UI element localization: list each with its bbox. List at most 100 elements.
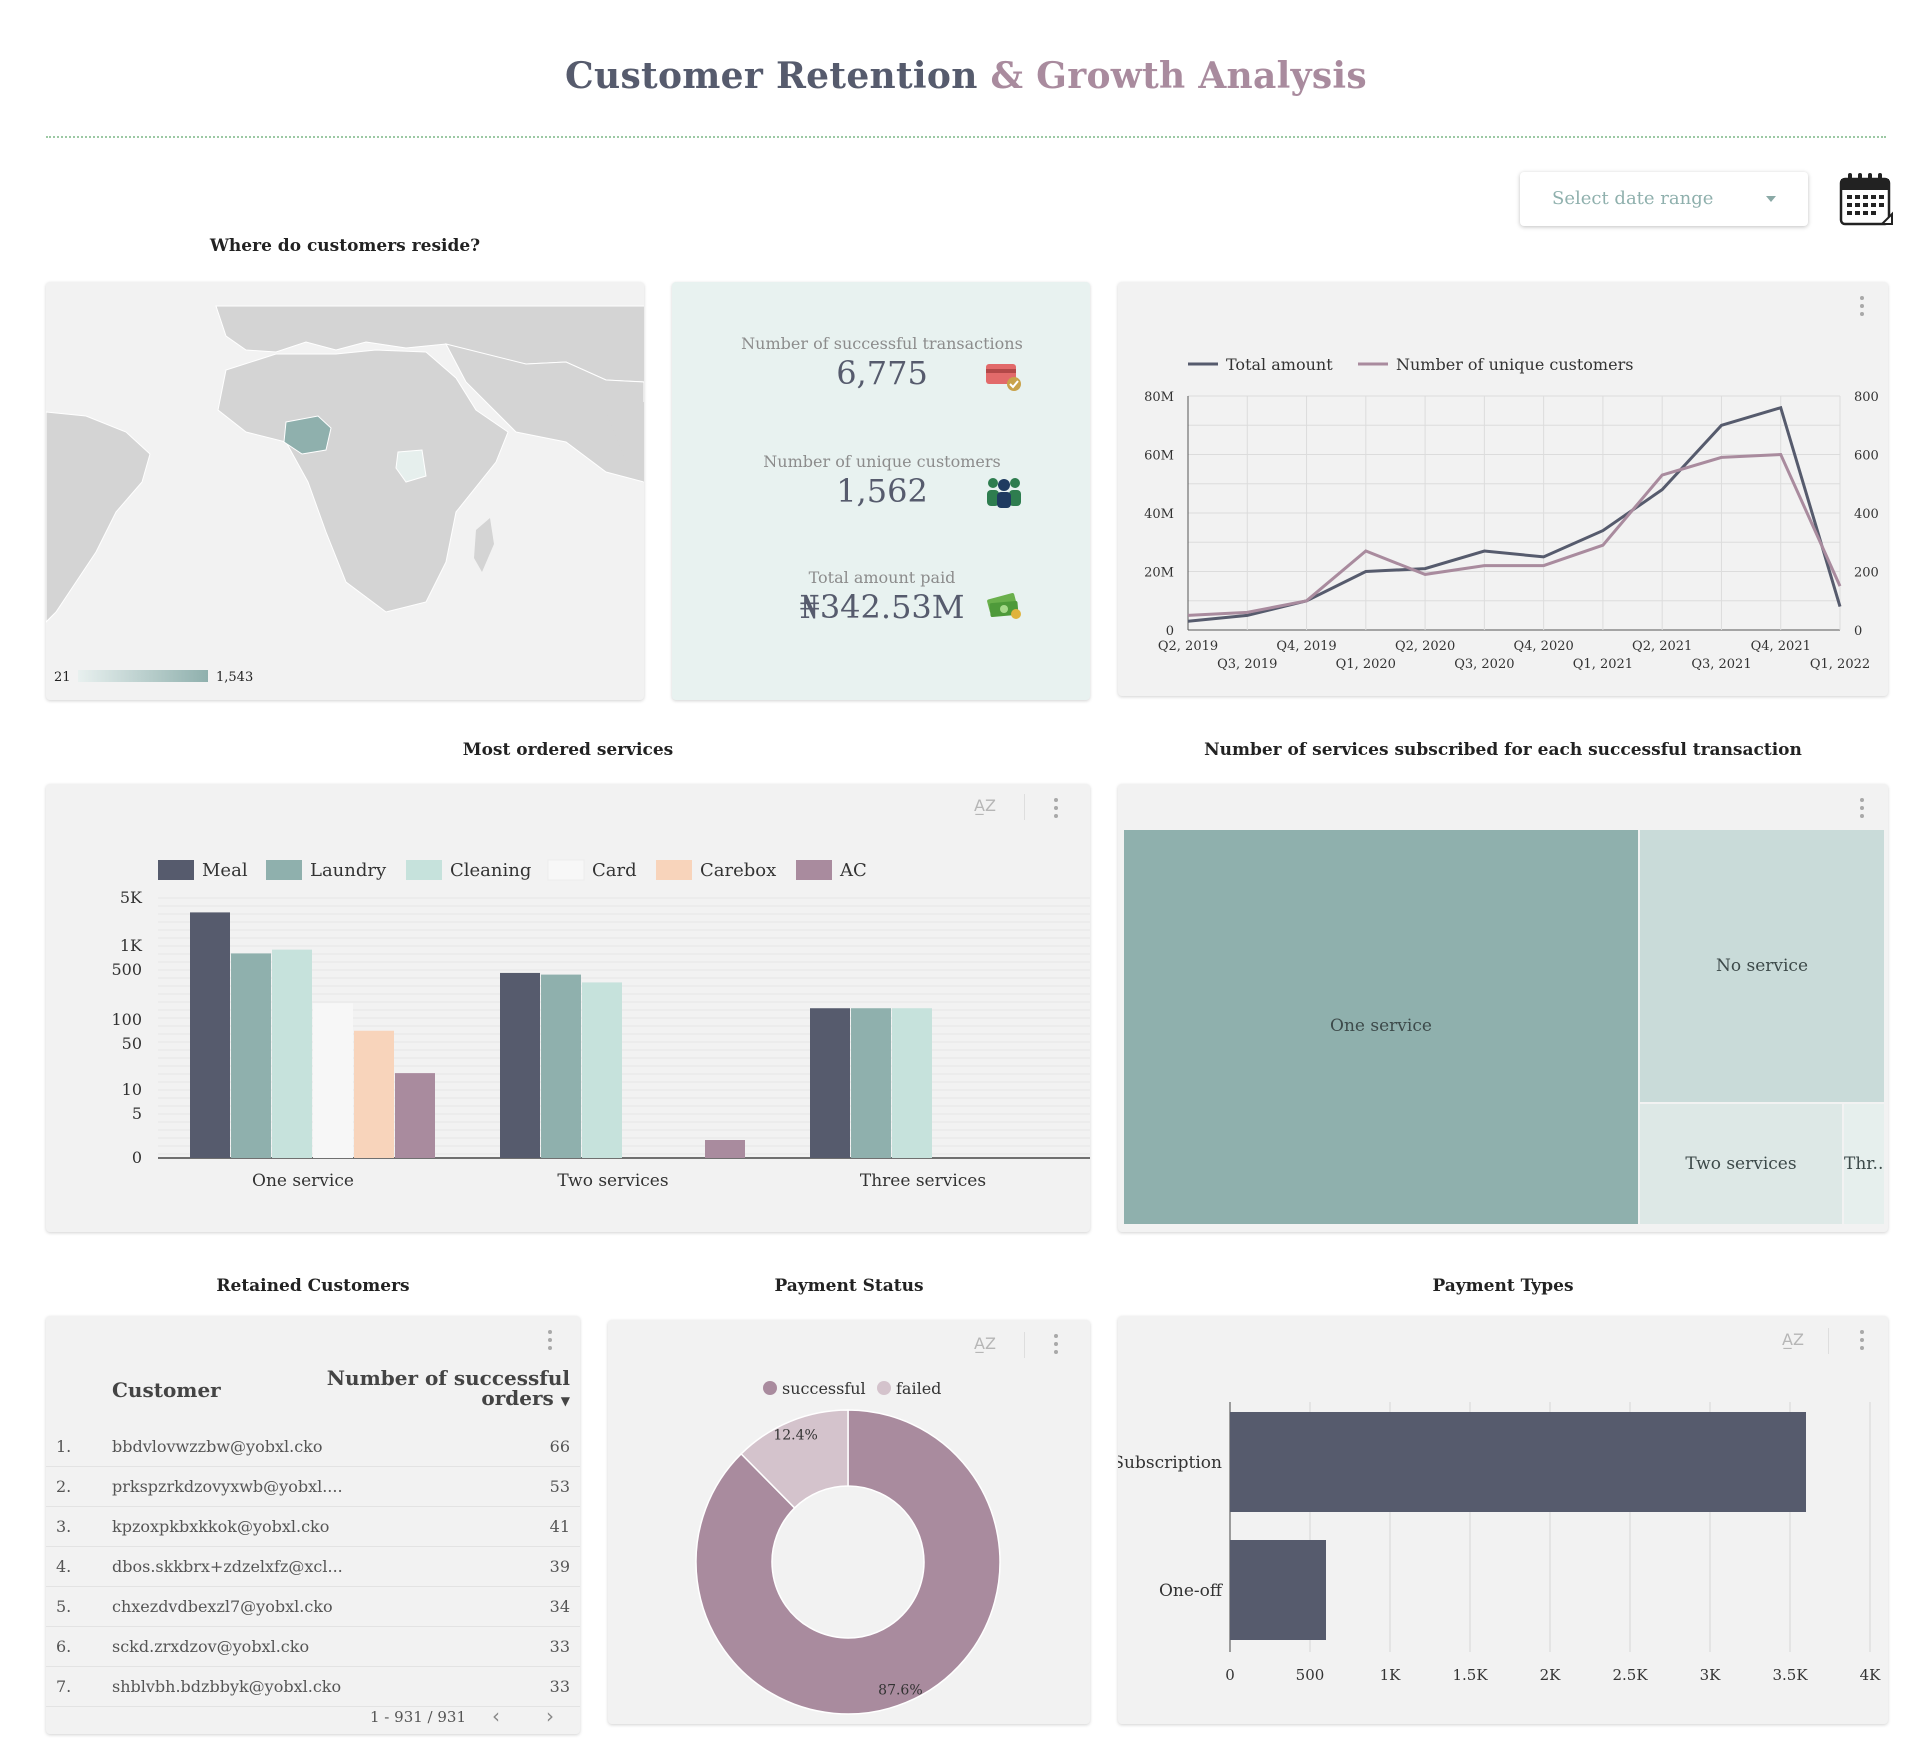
kebab-menu-icon[interactable]: [1852, 796, 1872, 822]
sort-az-icon[interactable]: A̲Z: [1782, 1330, 1804, 1349]
table-row[interactable]: 1. bbdvlovwzzbw@yobxl.cko 66: [46, 1426, 580, 1467]
customer-email: dbos.skkbrx+zdzelxfz@xcl...: [112, 1557, 343, 1576]
customer-email: chxezdvdbexzl7@yobxl.cko: [112, 1597, 333, 1616]
bar-one-off[interactable]: [1230, 1540, 1326, 1640]
x-tick-label: 500: [1296, 1666, 1325, 1684]
y-tick-label-left: 0: [1166, 624, 1174, 639]
date-range-select[interactable]: Select date range: [1520, 172, 1808, 226]
retained-table-title: Retained Customers: [46, 1276, 580, 1296]
customer-email: sckd.zrxdzov@yobxl.cko: [112, 1637, 309, 1656]
toolbar-separator: [1828, 1328, 1829, 1354]
kebab-menu-icon[interactable]: [1852, 1328, 1872, 1354]
bar[interactable]: [500, 973, 540, 1158]
table-row[interactable]: 4. dbos.skkbrx+zdzelxfz@xcl... 39: [46, 1546, 580, 1587]
y-tick-label: 100: [111, 1010, 142, 1029]
legend-label: Card: [592, 860, 637, 881]
y-tick-label-right: 600: [1854, 449, 1879, 464]
bar[interactable]: [272, 950, 312, 1158]
table-row[interactable]: 5. chxezdvdbexzl7@yobxl.cko 34: [46, 1586, 580, 1627]
map-card[interactable]: 21 1,543: [46, 282, 644, 700]
column-header-customer[interactable]: Customer: [112, 1378, 221, 1402]
bar[interactable]: [190, 912, 230, 1158]
sort-az-icon[interactable]: A̲Z: [974, 796, 996, 815]
line-chart-card[interactable]: Total amount Number of unique customers …: [1118, 282, 1888, 696]
bar[interactable]: [231, 953, 271, 1158]
kpi-card: Number of successful transactions 6,775 …: [672, 282, 1090, 700]
y-tick-label-right: 800: [1854, 390, 1879, 405]
treemap-three-services[interactable]: Thr...: [1844, 1104, 1884, 1224]
table-row[interactable]: 6. sckd.zrxdzov@yobxl.cko 33: [46, 1626, 580, 1667]
people-icon: [984, 474, 1024, 512]
treemap-two-services[interactable]: Two services: [1640, 1104, 1844, 1224]
pagination-label: 1 - 931 / 931: [370, 1708, 466, 1726]
bar-subscription[interactable]: [1230, 1412, 1806, 1512]
treemap-title: Number of services subscribed for each s…: [1118, 740, 1888, 760]
bar[interactable]: [705, 1140, 745, 1158]
y-tick-label: 5K: [120, 888, 143, 907]
treemap-no-service[interactable]: No service: [1640, 830, 1884, 1104]
payment-status-card[interactable]: A̲Z successful failed 87.6% 12.4%: [608, 1320, 1090, 1724]
y-tick-label-right: 0: [1854, 624, 1862, 639]
payment-status-title: Payment Status: [608, 1276, 1090, 1296]
calendar-icon[interactable]: [1838, 170, 1894, 228]
y-category-label: One-off: [1159, 1581, 1224, 1601]
treemap-label: No service: [1640, 956, 1884, 976]
kpi-transactions-value: 6,775: [672, 354, 1090, 392]
retained-table-card[interactable]: Customer Number of successful orders ▼ 1…: [46, 1316, 580, 1734]
x-tick-label: Q1, 2021: [1573, 657, 1633, 672]
bar[interactable]: [810, 1008, 850, 1158]
credit-card-icon: [984, 360, 1024, 396]
services-chart-card[interactable]: A̲Z Meal Laundry Cleaning Card Carebox AC 0 5 1…: [46, 784, 1090, 1232]
bar[interactable]: [892, 1008, 932, 1158]
column-header-orders[interactable]: Number of successful orders ▼: [327, 1368, 570, 1411]
treemap-label: Thr...: [1844, 1154, 1884, 1174]
kpi-customers-label: Number of unique customers: [672, 452, 1090, 471]
prev-page-icon[interactable]: ‹: [492, 1704, 500, 1728]
kebab-menu-icon[interactable]: [540, 1328, 560, 1354]
world-map[interactable]: 21 1,543: [46, 282, 644, 700]
legend-swatch: [158, 860, 194, 880]
orders-count: 33: [550, 1677, 570, 1696]
customer-email: kpzoxpkbxkkok@yobxl.cko: [112, 1517, 329, 1536]
legend-swatch: [548, 860, 584, 880]
slice-label: 87.6%: [878, 1683, 922, 1699]
map-title: Where do customers reside?: [46, 236, 644, 256]
row-index: 7.: [56, 1677, 71, 1696]
services-chart-title: Most ordered services: [46, 740, 1090, 760]
kebab-menu-icon[interactable]: [1046, 796, 1066, 822]
kebab-menu-icon[interactable]: [1046, 1332, 1066, 1358]
bar[interactable]: [582, 982, 622, 1158]
x-tick-label: Q4, 2020: [1513, 639, 1573, 654]
sort-az-icon[interactable]: A̲Z: [974, 1334, 996, 1353]
row-index: 6.: [56, 1637, 71, 1656]
row-index: 4.: [56, 1557, 71, 1576]
x-tick-label: Q3, 2020: [1454, 657, 1514, 672]
next-page-icon[interactable]: ›: [546, 1704, 554, 1728]
table-row[interactable]: 7. shblvbh.bdzbbyk@yobxl.cko 33: [46, 1666, 580, 1707]
orders-header-line2: orders: [481, 1386, 553, 1410]
slice-label: 12.4%: [773, 1427, 817, 1443]
bar[interactable]: [395, 1073, 435, 1158]
table-row[interactable]: 2. prkspzrkdzovyxwb@yobxl.... 53: [46, 1466, 580, 1507]
bar[interactable]: [541, 975, 581, 1158]
bar[interactable]: [313, 1003, 353, 1158]
bar[interactable]: [851, 1008, 891, 1158]
legend-label: Carebox: [700, 860, 776, 881]
y-tick-label-left: 60M: [1144, 449, 1174, 464]
legend-label: Meal: [202, 860, 248, 881]
y-category-label: Subscription: [1118, 1453, 1222, 1473]
row-index: 1.: [56, 1437, 71, 1456]
row-index: 2.: [56, 1477, 71, 1496]
y-tick-label-right: 200: [1854, 566, 1879, 581]
title-part-1: Customer Retention: [565, 55, 978, 97]
kebab-menu-icon[interactable]: [1852, 294, 1872, 320]
bar[interactable]: [354, 1031, 394, 1158]
x-category-label: One service: [252, 1171, 354, 1191]
x-tick-label: Q1, 2020: [1336, 657, 1396, 672]
treemap-card[interactable]: One service No service Two services Thr.…: [1118, 784, 1888, 1232]
legend-label: Laundry: [310, 860, 387, 881]
payment-types-card[interactable]: A̲Z 0 500 1K 1.5K 2K 2.5K 3K 3.5K 4K Subscriptio…: [1118, 1316, 1888, 1724]
treemap-one-service[interactable]: One service: [1124, 830, 1640, 1224]
table-row[interactable]: 3. kpzoxpkbxkkok@yobxl.cko 41: [46, 1506, 580, 1547]
sort-desc-icon: ▼: [561, 1394, 570, 1408]
